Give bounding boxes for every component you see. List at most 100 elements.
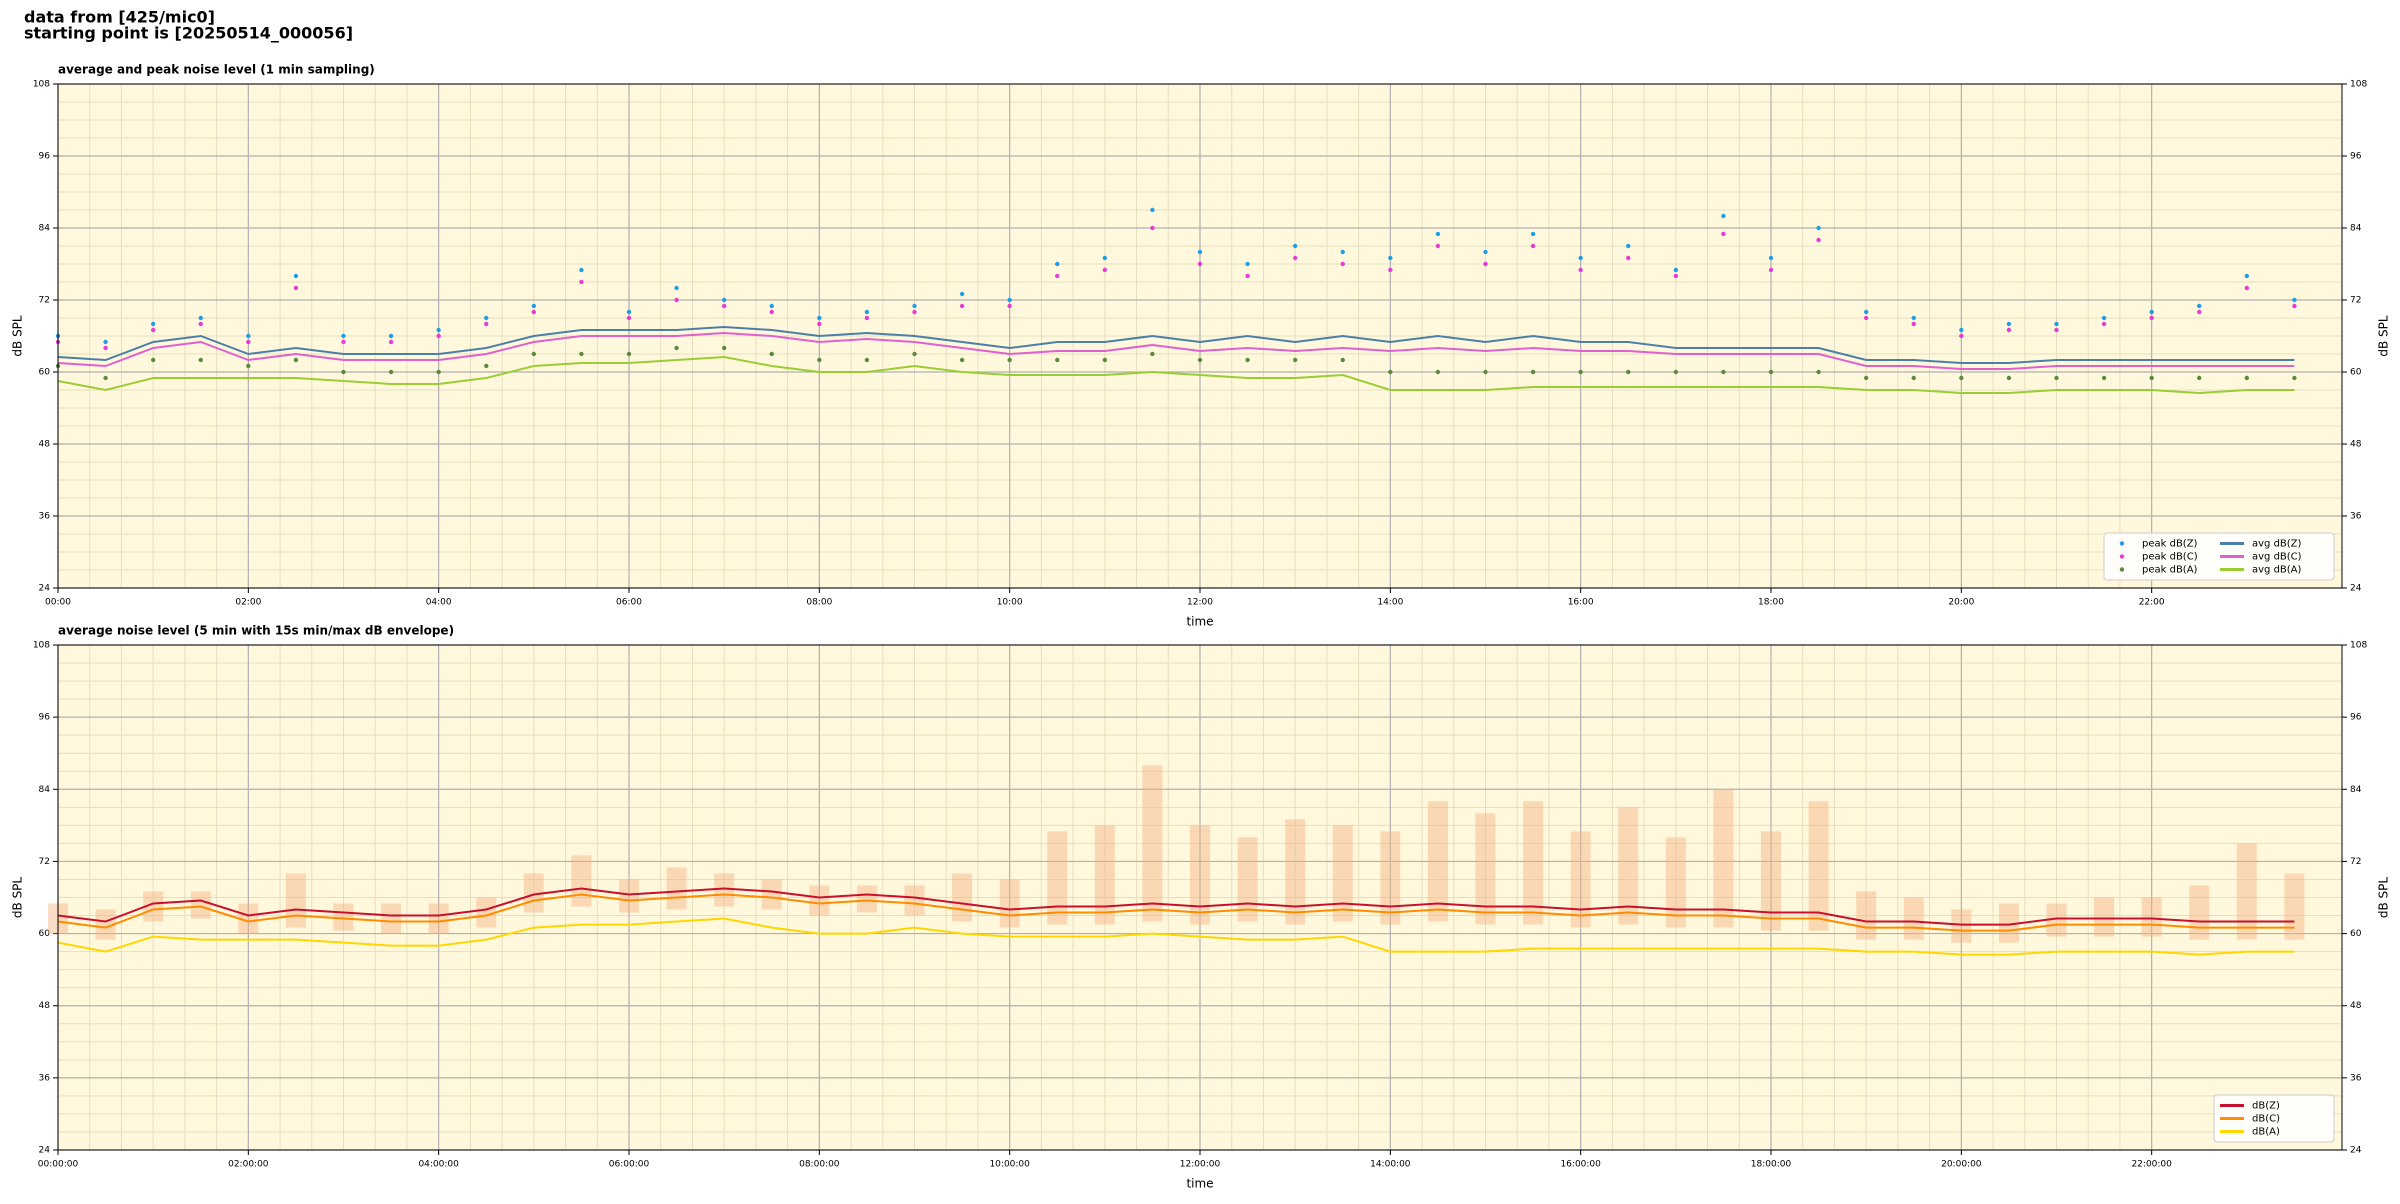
x-axis-label: time [1186,1177,1213,1191]
y-tick-label: 72 [39,857,50,867]
peak-point [341,339,346,345]
peak-point [293,285,299,291]
x-tick-label: 04:00:00 [418,1160,459,1170]
y2-tick-label: 48 [2350,440,2362,450]
x-tick-label: 06:00 [616,598,642,608]
legend-marker [2119,541,2125,546]
x-tick-label: 12:00:00 [1180,1160,1221,1170]
peak-point [2149,375,2154,381]
x-tick-label: 20:00:00 [1941,1160,1982,1170]
peak-point [2006,375,2012,381]
y-tick-label: 84 [39,785,51,795]
peak-point [1816,369,1821,375]
y-tick-label: 48 [39,440,51,450]
peak-point [1197,249,1203,255]
peak-point [2292,303,2297,309]
legend-label: avg dB(Z) [2252,539,2302,550]
peak-point [2292,375,2297,381]
peak-point [388,339,394,345]
peak-point [2149,309,2154,315]
legend-label: dB(A) [2252,1127,2280,1138]
peak-point [769,309,774,315]
peak-point [1578,255,1583,261]
peak-point [2197,303,2202,309]
peak-point [579,279,584,285]
peak-point [674,285,679,291]
peak-point [2197,375,2202,381]
legend-label: avg dB(C) [2252,552,2302,563]
peak-point [1007,297,1012,303]
y-tick-label: 36 [39,1073,51,1083]
y2-tick-label: 36 [2350,1073,2362,1083]
x-tick-label: 20:00 [1948,598,1974,608]
peak-point [1197,261,1203,267]
peak-point [2006,327,2012,333]
peak-point [436,327,441,333]
y2-tick-label: 24 [2350,584,2362,594]
legend-label: peak dB(Z) [2142,539,2198,550]
peak-point [674,297,679,303]
peak-point [198,315,203,321]
legend-label: peak dB(A) [2142,565,2198,576]
y2-tick-label: 60 [2350,368,2362,378]
y2-axis-label: dB SPL [2377,877,2391,919]
x-tick-label: 10:00 [997,598,1023,608]
peak-point [674,345,679,351]
x-tick-label: 00:00 [45,598,71,608]
peak-point [1530,231,1536,237]
peak-point [150,321,156,327]
series-line [57,325,2295,364]
peak-point [103,375,108,381]
peak-point [2244,273,2250,279]
legend-label: avg dB(A) [2252,565,2302,576]
legend-box [2103,532,2335,581]
peak-point [769,351,774,357]
peak-point [1435,231,1441,237]
peak-point [1150,225,1155,231]
peak-point [1292,243,1298,249]
peak-point [959,291,965,297]
series-line [57,331,2295,370]
peak-point [626,315,632,321]
peak-point [1102,267,1108,273]
peak-point [1483,249,1488,255]
y-axis-label: dB SPL [11,315,25,357]
peak-point [531,303,537,309]
y-tick-label: 108 [33,80,50,90]
peak-point [626,351,632,357]
peak-point [769,303,774,309]
y2-tick-label: 84 [2350,224,2362,234]
peak-point [2244,375,2250,381]
peak-point [1626,243,1631,249]
y-tick-label: 96 [39,713,51,723]
peak-point [721,297,727,303]
legend-label: dB(Z) [2252,1101,2280,1112]
peak-point [1959,375,1964,381]
y2-tick-label: 36 [2350,512,2362,522]
peak-point [1863,315,1869,321]
x-tick-label: 16:00:00 [1560,1160,1601,1170]
peak-point [436,333,441,339]
peak-point [1673,369,1679,375]
legend-marker [2119,567,2125,572]
peak-point [1150,207,1155,213]
y2-tick-label: 96 [2350,152,2362,162]
peak-point [2101,321,2107,327]
peak-point [388,333,394,339]
y2-tick-label: 84 [2350,785,2362,795]
y-tick-label: 24 [39,584,51,594]
peak-point [1578,369,1583,375]
y2-tick-label: 60 [2350,929,2362,939]
series-line [57,887,2295,926]
y2-tick-label: 72 [2350,296,2361,306]
peak-point [1721,369,1726,375]
y-tick-label: 60 [39,929,51,939]
peak-point [2244,285,2250,291]
x-tick-label: 18:00 [1758,598,1784,608]
x-tick-label: 04:00 [426,598,452,608]
peak-point [912,303,917,309]
peak-point [2054,375,2059,381]
peak-point [817,357,822,363]
peak-point [484,315,489,321]
